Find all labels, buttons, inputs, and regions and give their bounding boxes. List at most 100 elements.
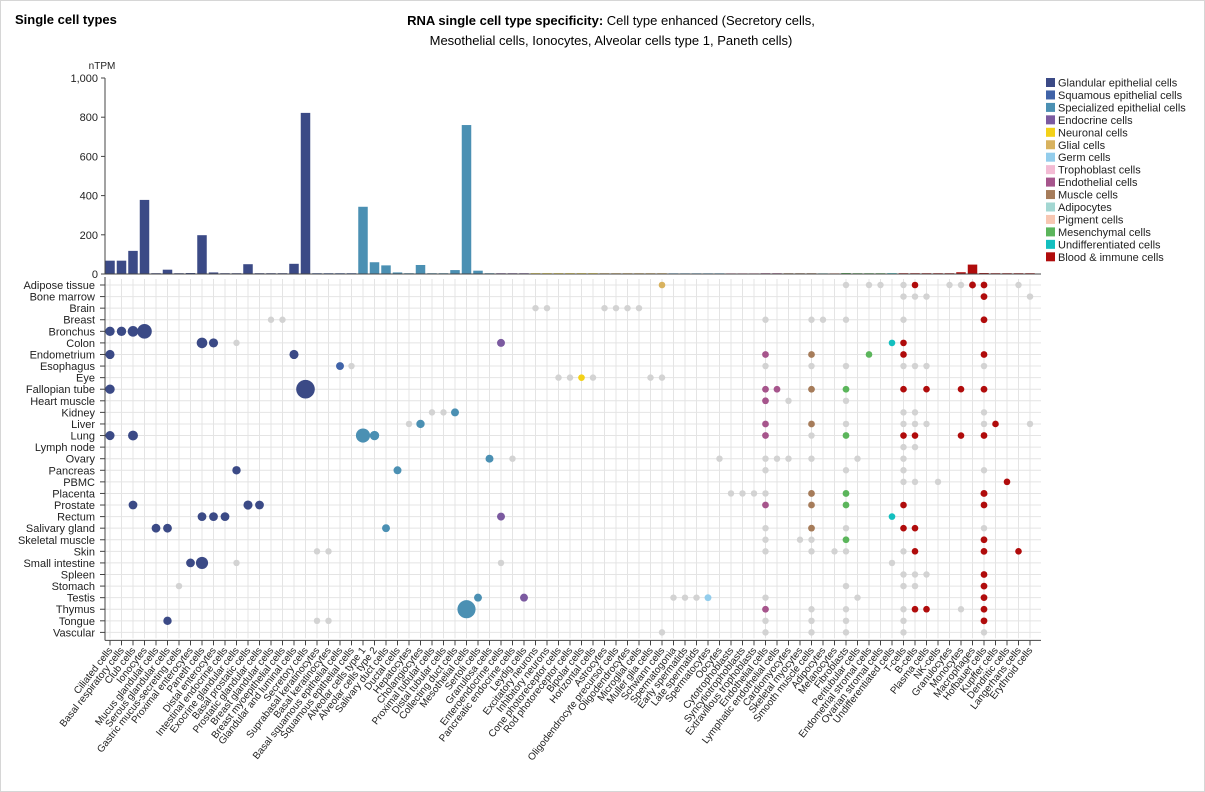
dot-liver-plasma-cells[interactable]	[923, 420, 930, 428]
dot-breast-hofbauer-cells[interactable]	[980, 316, 988, 324]
dot-ovary-pancreatic-endocrine-cells[interactable]	[509, 455, 516, 462]
dot-brain-excitatory-neurons[interactable]	[532, 304, 539, 312]
dot-vascular-schwann-cells[interactable]	[658, 629, 666, 636]
dot-lymph-node-t-cells[interactable]	[900, 443, 907, 451]
dot-prostate-smooth-muscle-cells[interactable]	[808, 501, 815, 509]
tissue-label-pbmc[interactable]: PBMC	[63, 477, 95, 489]
bar-macrophages[interactable]	[967, 264, 978, 274]
bar-mesothelial-cells[interactable]	[461, 125, 472, 274]
dot-kidney-collecting-duct-cells[interactable]	[451, 408, 459, 417]
tissue-label-thymus[interactable]: Thymus	[56, 604, 96, 616]
dot-adipose-tissue-langerhans-cells[interactable]	[1015, 281, 1022, 289]
bar-basal-respiratory-cells[interactable]	[116, 260, 127, 274]
dot-eye-muller-glia-cells[interactable]	[647, 374, 654, 381]
dot-salivary-gland-t-cells[interactable]	[900, 524, 907, 532]
dot-brain-astrocytes[interactable]	[601, 304, 608, 312]
tissue-label-rectum[interactable]: Rectum	[57, 512, 95, 524]
tissue-label-testis[interactable]: Testis	[67, 593, 96, 605]
dot-lung-hofbauer-cells[interactable]	[980, 432, 988, 439]
legend-item-endocrine-cells[interactable]: Endocrine cells	[1058, 115, 1133, 127]
dot-prostate-club-cells[interactable]	[128, 500, 138, 510]
dot-ovary-lymphatic-endothelial-cells[interactable]	[773, 455, 781, 462]
tissue-label-pancreas[interactable]: Pancreas	[49, 465, 96, 477]
dot-prostate-t-cells[interactable]	[900, 501, 907, 509]
dot-lung-club-cells[interactable]	[128, 430, 138, 441]
legend-item-mesenchymal-cells[interactable]: Mesenchymal cells	[1058, 227, 1151, 239]
dot-fallopian-tube-fibroblasts[interactable]	[842, 385, 850, 393]
dot-esophagus-basal-squamous-epithelial-cells[interactable]	[336, 362, 344, 371]
dot-pancreas-exocrine-glandular-cells[interactable]	[232, 466, 241, 475]
tissue-label-small-intestine[interactable]: Small intestine	[23, 558, 95, 570]
dot-vascular-fibroblasts[interactable]	[842, 629, 850, 636]
dot-bronchus-basal-respiratory-cells[interactable]	[116, 326, 127, 337]
dot-bone-marrow-b-cells[interactable]	[911, 293, 919, 300]
dot-lung-monocytes[interactable]	[957, 432, 965, 439]
dot-small-intestine-exocrine-glandular-cells[interactable]	[233, 559, 240, 567]
tissue-label-colon[interactable]: Colon	[66, 338, 95, 350]
dot-adipose-tissue-ovarian-stromal-cells[interactable]	[877, 281, 884, 289]
dot-pancreas-ductal-cells[interactable]	[393, 466, 402, 475]
dot-ovary-smooth-muscle-cells[interactable]	[808, 455, 815, 462]
dot-spleen-b-cells[interactable]	[911, 571, 919, 578]
bar-alveolar-cells-type-2[interactable]	[369, 262, 380, 274]
dot-liver-erythroid-cells[interactable]	[1026, 420, 1034, 428]
dot-vascular-hofbauer-cells[interactable]	[980, 629, 988, 636]
tissue-label-esophagus[interactable]: Esophagus	[40, 361, 96, 373]
dot-ovary-t-cells[interactable]	[900, 455, 907, 462]
dot-pbmc-nk-cells[interactable]	[934, 478, 942, 486]
dot-brain-oligodendrocytes[interactable]	[624, 304, 631, 312]
dot-liver-smooth-muscle-cells[interactable]	[808, 420, 815, 428]
dot-pbmc-dendritic-cells[interactable]	[1003, 478, 1011, 486]
dot-placenta-extravillous-trophoblasts[interactable]	[750, 490, 758, 497]
tissue-label-lymph-node[interactable]: Lymph node	[35, 442, 95, 454]
tissue-label-skin[interactable]: Skin	[74, 546, 95, 558]
dot-breast-adipocytes[interactable]	[819, 316, 827, 323]
dot-spleen-hofbauer-cells[interactable]	[980, 571, 988, 578]
dot-lung-ciliated-cells[interactable]	[105, 430, 115, 441]
dot-adipose-tissue-t-cells[interactable]	[900, 281, 907, 289]
dot-fallopian-tube-plasma-cells[interactable]	[923, 385, 930, 393]
dot-adipose-tissue-b-cells[interactable]	[911, 281, 919, 289]
dot-pancreas-t-cells[interactable]	[900, 467, 907, 474]
bar-salivary-duct-cells[interactable]	[381, 265, 391, 274]
dot-breast-fibroblasts[interactable]	[842, 316, 850, 323]
dot-rectum-intestinal-endocrine-cells[interactable]	[220, 512, 230, 521]
bar-secretory-cells[interactable]	[300, 112, 311, 274]
dot-liver-endothelial-cells[interactable]	[762, 420, 769, 428]
tissue-label-fallopian-tube[interactable]: Fallopian tube	[26, 384, 95, 396]
dot-liver-hepatocytes[interactable]	[405, 420, 413, 428]
tissue-label-brain[interactable]: Brain	[69, 303, 95, 315]
bar-distal-enterocytes[interactable]	[208, 272, 219, 274]
legend-item-squamous-epithelial-cells[interactable]: Squamous epithelial cells	[1058, 90, 1183, 102]
dot-ovary-oocytes[interactable]	[716, 455, 723, 462]
tissue-label-skeletal-muscle[interactable]: Skeletal muscle	[18, 535, 95, 547]
tissue-label-eye[interactable]: Eye	[76, 373, 95, 385]
dot-adipose-tissue-fibroblasts[interactable]	[842, 281, 850, 289]
dot-tongue-serous-glandular-cells[interactable]	[163, 616, 172, 626]
dot-liver-t-cells[interactable]	[900, 420, 907, 428]
dot-stomach-hofbauer-cells[interactable]	[980, 582, 988, 590]
dot-testis-late-spermatids[interactable]	[693, 594, 700, 601]
dot-testis-sertoli-cells[interactable]	[474, 593, 482, 602]
dot-heart-muscle-cardiomyocytes[interactable]	[785, 397, 792, 405]
bar-club-cells[interactable]	[128, 250, 138, 274]
dot-fallopian-tube-ciliated-cells[interactable]	[105, 384, 115, 394]
dot-adipose-tissue-endometrial-stromal-cells[interactable]	[865, 281, 873, 289]
dot-ovary-cardiomyocytes[interactable]	[785, 455, 792, 462]
dot-skin-t-cells[interactable]	[900, 548, 907, 555]
dot-stomach-b-cells[interactable]	[911, 582, 919, 590]
dot-heart-muscle-fibroblasts[interactable]	[842, 397, 850, 405]
dot-placenta-hofbauer-cells[interactable]	[980, 489, 988, 497]
tissue-label-ovary[interactable]: Ovary	[66, 454, 96, 466]
dot-bone-marrow-erythroid-cells[interactable]	[1026, 293, 1034, 300]
dot-heart-muscle-endothelial-cells[interactable]	[762, 397, 769, 405]
dot-liver-fibroblasts[interactable]	[842, 420, 850, 428]
dot-bronchus-club-cells[interactable]	[127, 326, 139, 337]
dot-tongue-t-cells[interactable]	[900, 617, 907, 625]
dot-colon-paneth-cells[interactable]	[196, 337, 208, 349]
dot-skin-langerhans-cells[interactable]	[1015, 548, 1022, 555]
dot-bone-marrow-plasma-cells[interactable]	[923, 293, 930, 300]
dot-skeletal-muscle-fibroblasts[interactable]	[842, 536, 850, 544]
dot-bone-marrow-t-cells[interactable]	[900, 293, 907, 300]
dot-kidney-proximal-tubular-cells[interactable]	[428, 409, 436, 416]
